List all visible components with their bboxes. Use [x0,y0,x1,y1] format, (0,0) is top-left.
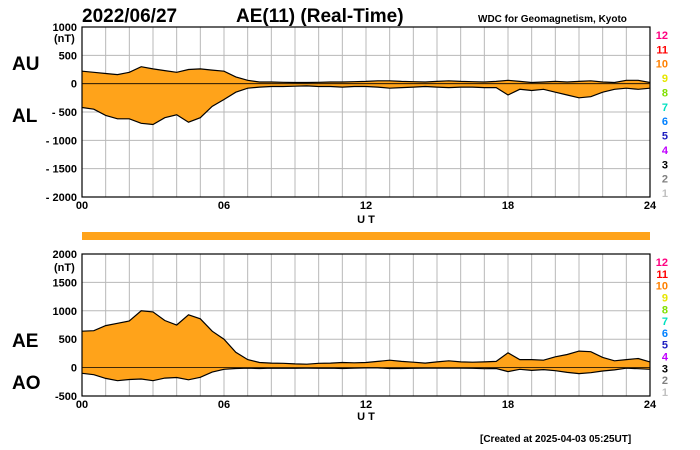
x-axis-title-bottom: U T [357,411,375,423]
x-tick-label: 12 [360,399,372,411]
y-tick-label: - 2000 [46,192,77,204]
series-line-au [81,66,651,84]
legend-item: 6 [662,116,668,128]
unit-label-bottom: (nT) [54,262,75,274]
index-title: AE(11) (Real-Time) [236,6,404,27]
x-tick-label: 24 [644,399,657,411]
y-tick-label: 0 [71,79,77,91]
legend-item: 4 [662,352,669,364]
date-title: 2022/06/27 [82,6,177,27]
band-fill [82,66,650,125]
legend-item: 2 [662,375,668,387]
legend-item: 8 [662,87,668,99]
legend-item: 9 [662,292,668,304]
x-tick-label: 06 [218,399,230,411]
legend-item: 3 [662,363,668,375]
y-tick-label: 500 [59,334,77,346]
y-tick-label: 1500 [53,277,77,289]
x-tick-label: 12 [360,200,372,212]
legend-item: 8 [662,304,668,316]
plot-frame [81,26,651,198]
legend-item: 7 [662,102,668,114]
x-axis-title-top: U T [357,214,375,226]
y-tick-label: - 1500 [46,164,77,176]
legend-item: 1 [662,188,668,200]
legend-item: 12 [656,257,668,269]
legend-item: 10 [656,281,668,293]
legend-item: 1 [662,387,668,399]
y-tick-label: 1000 [53,22,77,34]
legend-item: 5 [662,131,668,143]
x-tick-label: 18 [502,200,514,212]
x-tick-label: 06 [218,200,230,212]
created-timestamp: [Created at 2025-04-03 05:25UT] [480,434,631,445]
series-line-al [81,85,651,126]
legend-item: 10 [656,59,668,71]
x-tick-label: 00 [76,399,88,411]
series-line-ae [81,310,651,365]
legend-item: 7 [662,316,668,328]
al-label: AL [12,106,38,127]
x-tick-label: 00 [76,200,88,212]
legend-item: 5 [662,340,668,352]
y-tick-label: -500 [55,391,77,403]
ae-label: AE [12,331,38,352]
legend-item: 2 [662,174,668,186]
y-tick-label: 0 [71,363,77,375]
legend-item: 9 [662,73,668,85]
legend-item: 11 [656,44,668,56]
ao-label: AO [12,373,41,394]
status-bar [82,232,650,240]
source-label: WDC for Geomagnetism, Kyoto [478,14,627,25]
y-tick-label: 2000 [53,249,77,261]
legend-item: 11 [656,269,668,281]
au-label: AU [12,54,39,75]
y-tick-label: - 500 [52,107,77,119]
x-tick-label: 24 [644,200,657,212]
legend-item: 12 [656,30,668,42]
legend-item: 6 [662,328,668,340]
legend-item: 3 [662,159,668,171]
y-tick-label: - 1000 [46,135,77,147]
plot-frame [81,253,651,397]
y-tick-label: 1000 [53,306,77,318]
unit-label-top: (nT) [54,33,75,45]
band-fill [82,310,650,381]
y-tick-label: 500 [59,50,77,62]
x-tick-label: 18 [502,399,514,411]
legend-item: 4 [662,145,669,157]
